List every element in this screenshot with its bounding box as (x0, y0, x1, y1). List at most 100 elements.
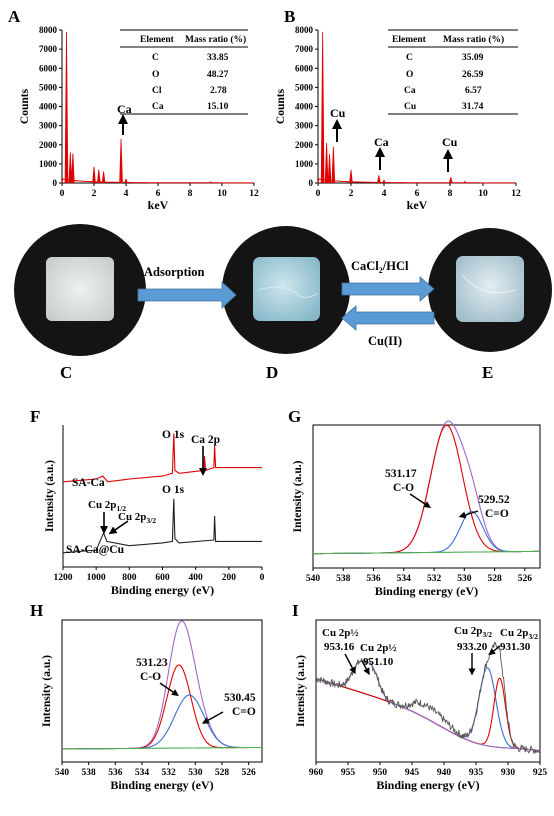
spectrum-peak (449, 177, 453, 184)
spectrum-peak (119, 138, 123, 184)
y-tick-label: 8000 (39, 25, 58, 35)
cu-label-main: Cu 2p (454, 625, 482, 637)
peak-label: Cu 2p½ (322, 627, 359, 639)
table-a-cell: Ca (152, 102, 164, 112)
sa-ca-label: SA-Ca (72, 477, 105, 489)
annotation-arrow (488, 645, 501, 656)
adsorption-label: Adsorption (144, 265, 204, 279)
peak-label: 931.30 (500, 641, 531, 653)
x-tick-label: 536 (366, 574, 381, 584)
x-tick-label: 530 (457, 574, 472, 584)
x-tick-label: 0 (260, 573, 265, 583)
x-tick-label: 940 (437, 768, 452, 778)
adsorption-arrow: Adsorption (137, 265, 237, 309)
x-tick-label: 528 (215, 768, 230, 778)
peak-label: Cu 2p3/2 (500, 627, 538, 641)
x-tick-label: 534 (135, 768, 150, 778)
y-axis-label: Counts (19, 88, 31, 124)
x-tick-label: 2 (92, 189, 97, 199)
x-tick-label: 2 (349, 189, 354, 199)
cu-ii-label: Cu(II) (368, 334, 402, 348)
table-b-cell: C (406, 53, 413, 63)
x-tick-label: 600 (155, 573, 170, 583)
x-tick-label: 534 (397, 574, 412, 584)
photo-e (428, 228, 552, 352)
spectrum-a (61, 31, 254, 184)
annotation-cu: Cu (442, 135, 458, 149)
panel-label-h: H (30, 601, 43, 620)
y-tick-label: 4000 (39, 102, 58, 112)
spectrum-peak (92, 166, 96, 184)
x-axis-label: Binding energy (eV) (111, 583, 214, 597)
x-axis-label: Binding energy (eV) (110, 778, 213, 792)
cu-label-sub: 3/2 (482, 630, 492, 639)
y-tick-label: 3000 (39, 121, 58, 131)
y-tick-label: 0 (309, 178, 314, 188)
annotation-arrow (108, 520, 129, 535)
annotation-arrow (344, 653, 356, 675)
x-tick-label: 955 (341, 768, 356, 778)
cu2p12-main: Cu 2p (88, 499, 116, 511)
x-tick-label: 400 (189, 573, 204, 583)
x-tick-label: 540 (306, 574, 321, 584)
x-tick-label: 528 (487, 574, 502, 584)
axes-g: 540 538 536 534 532 530 528 526 Binding energy (… (292, 424, 541, 598)
y-tick-label: 7000 (295, 44, 314, 54)
x-tick-label: 950 (373, 768, 388, 778)
table-a-cell: 33.85 (207, 53, 229, 63)
panel-label-b: B (284, 7, 295, 26)
axes-b: 0 2 4 6 8 10 12 keV Counts 0 1000 2000 3000 4000 5000 6… (275, 25, 521, 212)
x-tick-label: 526 (518, 574, 533, 584)
cu-label-sub: 3/2 (528, 632, 538, 641)
fit-line (62, 746, 263, 750)
x-axis-label: Binding energy (eV) (376, 778, 479, 792)
fit-line (313, 420, 540, 555)
spectrum-peak (331, 146, 336, 184)
x-tick-label: 538 (82, 768, 97, 778)
chart-h: 540 538 536 534 532 530 528 526 Binding energy (… (41, 619, 263, 792)
background-trace (61, 178, 254, 184)
spectra-h (62, 620, 263, 750)
cu2p32-sub: 3/2 (146, 516, 156, 525)
axes-a: 0 2 4 6 8 10 12 keV Counts 0 1000 2000 3000 4000 5000 6… (19, 25, 259, 212)
spectrum-peak (124, 178, 128, 184)
table-b-cell: 6.57 (465, 86, 482, 96)
plot-frame (61, 619, 263, 763)
spectra-f (62, 433, 262, 554)
table-a-header-ratio: Mass ratio (%) (185, 34, 246, 45)
y-tick-label: 1000 (39, 159, 58, 169)
x-tick-label: 925 (533, 768, 548, 778)
x-tick-label: 800 (122, 573, 137, 583)
y-tick-label: 4000 (295, 102, 314, 112)
table-a: Element Mass ratio (%) C 33.85 O 48.27 C… (120, 29, 248, 115)
table-a-cell: O (152, 70, 159, 80)
spectra-g (313, 420, 540, 555)
panel-label-c: C (60, 363, 72, 382)
peak-label: 531.23 (136, 657, 168, 669)
x-tick-label: 526 (242, 768, 257, 778)
annotation-ca: Ca (374, 135, 389, 149)
annotation-arrow (201, 711, 224, 724)
x-tick-label: 960 (309, 768, 324, 778)
cu2p12-label: Cu 2p1/2 (88, 499, 126, 513)
panel-label-i: I (292, 601, 299, 620)
peak-label: 530.45 (224, 692, 256, 704)
y-axis-label: Intensity (a.u.) (44, 460, 56, 532)
peak-label: 933.20 (457, 641, 488, 653)
x-tick-label: 532 (427, 574, 442, 584)
spectrum-peak (324, 142, 329, 184)
x-tick-label: 930 (501, 768, 516, 778)
axes-h: 540 538 536 534 532 530 528 526 Binding energy (… (41, 619, 263, 792)
y-axis-label: Intensity (a.u.) (295, 655, 307, 727)
x-tick-label: 540 (55, 768, 70, 778)
panel-label-g: G (288, 407, 301, 426)
data-line (315, 641, 541, 755)
chart-g: 540 538 536 534 532 530 528 526 Binding energy (… (292, 420, 541, 598)
x-tick-label: 530 (188, 768, 203, 778)
x-tick-label: 4 (124, 189, 129, 199)
panel-label-a: A (8, 7, 21, 26)
elution-arrow: CaCl2/HCl (341, 259, 435, 302)
x-axis-label: Binding energy (eV) (375, 584, 478, 598)
spectrum-peak (97, 169, 101, 184)
y-tick-label: 5000 (39, 82, 58, 92)
